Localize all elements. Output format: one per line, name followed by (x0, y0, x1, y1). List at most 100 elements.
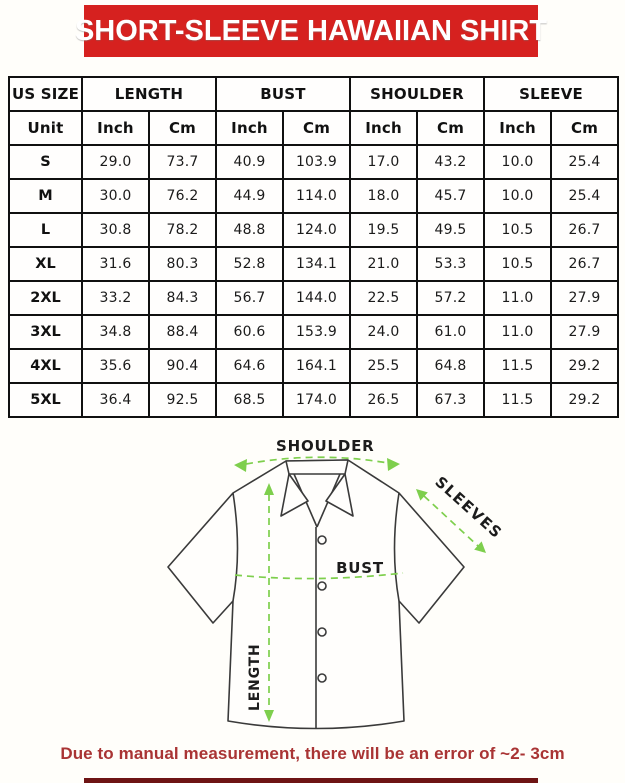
value-cell: 10.5 (483, 246, 553, 282)
title-banner: SHORT-SLEEVE HAWAIIAN SHIRT (75, 5, 547, 57)
value-cell: 34.8 (81, 314, 150, 350)
length-label: LENGTH (247, 643, 263, 711)
column-header-us-size: US SIZE (8, 76, 83, 112)
arrowhead (474, 541, 486, 553)
value-cell: 60.6 (215, 314, 284, 350)
column-header-sleeve: SLEEVE (483, 76, 620, 112)
cutoff-bottom-banner (84, 778, 538, 783)
arrowhead (264, 710, 274, 722)
value-cell: 40.9 (215, 144, 284, 180)
table-row: XL 31.6 80.3 52.8 134.1 21.0 53.3 10.5 2… (8, 246, 620, 282)
sleeves-arrow-line (423, 495, 479, 547)
value-cell: 90.4 (148, 348, 217, 384)
value-cell: 49.5 (416, 212, 486, 248)
table-row: 3XL 34.8 88.4 60.6 153.9 24.0 61.0 11.0 … (8, 314, 620, 350)
value-cell: 84.3 (148, 280, 217, 316)
arrowhead (387, 458, 400, 471)
value-cell: 153.9 (281, 314, 352, 350)
value-cell: 45.7 (416, 178, 486, 214)
table-row: L 30.8 78.2 48.8 124.0 19.5 49.5 10.5 26… (8, 212, 620, 248)
value-cell: 25.4 (550, 178, 620, 214)
value-cell: 26.5 (349, 382, 419, 418)
value-cell: 80.3 (148, 246, 217, 282)
table-row: 5XL 36.4 92.5 68.5 174.0 26.5 67.3 11.5 … (8, 382, 620, 418)
value-cell: 31.6 (81, 246, 150, 282)
unit-cell: Cm (148, 110, 217, 146)
value-cell: 26.7 (550, 212, 620, 248)
value-cell: 29.2 (550, 348, 620, 384)
value-cell: 30.8 (81, 212, 150, 248)
unit-cell: Inch (215, 110, 284, 146)
table-header-row: US SIZE LENGTH BUST SHOULDER SLEEVE (8, 76, 620, 112)
button-dot (317, 627, 327, 637)
shoulder-label: SHOULDER (276, 437, 375, 455)
value-cell: 11.5 (483, 348, 553, 384)
value-cell: 67.3 (416, 382, 486, 418)
shirt-outline (167, 459, 465, 730)
measurement-arrowheads (234, 458, 486, 722)
value-cell: 18.0 (349, 178, 419, 214)
value-cell: 174.0 (281, 382, 352, 418)
size-cell: 4XL (8, 348, 83, 384)
column-header-length: LENGTH (81, 76, 217, 112)
value-cell: 25.5 (349, 348, 419, 384)
size-cell: S (8, 144, 83, 180)
collar-lapel-left (280, 473, 309, 517)
unit-cell: Cm (281, 110, 352, 146)
value-cell: 53.3 (416, 246, 486, 282)
table-row: M 30.0 76.2 44.9 114.0 18.0 45.7 10.0 25… (8, 178, 620, 214)
value-cell: 61.0 (416, 314, 486, 350)
button-dot (317, 535, 327, 545)
value-cell: 29.2 (550, 382, 620, 418)
value-cell: 73.7 (148, 144, 217, 180)
value-cell: 19.5 (349, 212, 419, 248)
unit-cell: Inch (81, 110, 150, 146)
value-cell: 26.7 (550, 246, 620, 282)
value-cell: 134.1 (281, 246, 352, 282)
unit-row: Unit Inch Cm Inch Cm Inch Cm Inch Cm (8, 110, 620, 146)
unit-cell: Inch (349, 110, 419, 146)
size-cell: 3XL (8, 314, 83, 350)
size-cell: 2XL (8, 280, 83, 316)
value-cell: 10.0 (483, 144, 553, 180)
size-chart: US SIZE LENGTH BUST SHOULDER SLEEVE Unit… (8, 76, 620, 418)
size-chart-table: US SIZE LENGTH BUST SHOULDER SLEEVE Unit… (8, 76, 620, 418)
shirt-measurement-diagram: SHOULDER SLEEVES BUST LENGTH (0, 428, 625, 748)
value-cell: 68.5 (215, 382, 284, 418)
bust-line (234, 572, 404, 580)
value-cell: 36.4 (81, 382, 150, 418)
value-cell: 44.9 (215, 178, 284, 214)
size-cell: L (8, 212, 83, 248)
value-cell: 29.0 (81, 144, 150, 180)
arrowhead (264, 483, 274, 495)
shirt-diagram-drawing (167, 456, 486, 730)
column-header-bust: BUST (214, 76, 352, 112)
size-cell: M (8, 178, 83, 214)
value-cell: 164.1 (281, 348, 352, 384)
value-cell: 57.2 (416, 280, 486, 316)
shoulder-arrow-line (245, 456, 389, 465)
button-dot (317, 673, 327, 683)
collar-lapel-right (325, 473, 354, 517)
table-row: S 29.0 73.7 40.9 103.9 17.0 43.2 10.0 25… (8, 144, 620, 180)
value-cell: 10.5 (483, 212, 553, 248)
value-cell: 92.5 (148, 382, 217, 418)
unit-cell: Cm (416, 110, 486, 146)
value-cell: 24.0 (349, 314, 419, 350)
value-cell: 10.0 (483, 178, 553, 214)
value-cell: 11.0 (483, 280, 553, 316)
value-cell: 22.5 (349, 280, 419, 316)
value-cell: 64.8 (416, 348, 486, 384)
value-cell: 103.9 (281, 144, 352, 180)
sleeve-seam-right (393, 492, 400, 602)
value-cell: 124.0 (281, 212, 352, 248)
table-row: 2XL 33.2 84.3 56.7 144.0 22.5 57.2 11.0 … (8, 280, 620, 316)
size-cell: 5XL (8, 382, 83, 418)
value-cell: 56.7 (215, 280, 284, 316)
arrowhead (234, 459, 247, 472)
value-cell: 43.2 (416, 144, 486, 180)
table-row: 4XL 35.6 90.4 64.6 164.1 25.5 64.8 11.5 … (8, 348, 620, 384)
value-cell: 76.2 (148, 178, 217, 214)
value-cell: 52.8 (215, 246, 284, 282)
